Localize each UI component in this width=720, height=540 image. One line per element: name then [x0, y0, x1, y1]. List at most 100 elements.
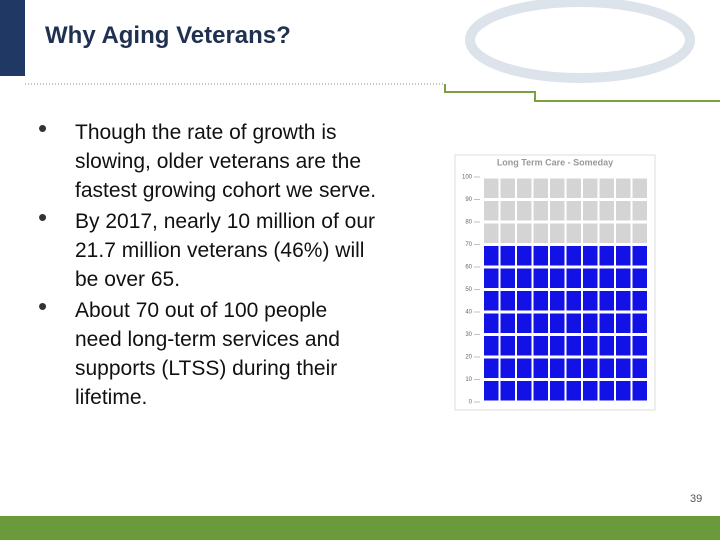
empty-cell [566, 223, 581, 243]
y-tick-label: 50 [465, 287, 472, 293]
y-tick-label: 90 [465, 197, 472, 203]
empty-cell [500, 223, 515, 243]
filled-cell [566, 246, 581, 266]
empty-cell [533, 201, 548, 221]
empty-cell [517, 223, 532, 243]
filled-cell [632, 336, 647, 356]
filled-cell [583, 358, 598, 378]
empty-cell [500, 201, 515, 221]
filled-cell [484, 381, 499, 401]
filled-cell [616, 246, 631, 266]
filled-cell [583, 313, 598, 333]
filled-cell [533, 268, 548, 288]
filled-cell [500, 381, 515, 401]
empty-cell [566, 178, 581, 198]
empty-cell [632, 178, 647, 198]
filled-cell [517, 291, 532, 311]
filled-cell [583, 268, 598, 288]
filled-cell [484, 246, 499, 266]
filled-cell [599, 291, 614, 311]
filled-cell [484, 336, 499, 356]
filled-cell [599, 246, 614, 266]
filled-cell [616, 381, 631, 401]
logo-swirl [465, 0, 695, 83]
filled-cell [550, 358, 565, 378]
filled-cell [517, 358, 532, 378]
empty-cell [616, 223, 631, 243]
filled-cell [599, 313, 614, 333]
empty-cell [599, 178, 614, 198]
filled-cell [632, 313, 647, 333]
filled-cell [517, 246, 532, 266]
filled-cell [599, 381, 614, 401]
filled-cell [533, 313, 548, 333]
filled-cell [500, 336, 515, 356]
filled-cell [484, 291, 499, 311]
filled-cell [566, 358, 581, 378]
empty-cell [599, 201, 614, 221]
filled-cell [566, 291, 581, 311]
empty-cell [533, 178, 548, 198]
empty-cell [517, 178, 532, 198]
filled-cell [550, 268, 565, 288]
filled-cell [517, 381, 532, 401]
header-bracket [444, 84, 720, 102]
filled-cell [484, 313, 499, 333]
empty-cell [583, 201, 598, 221]
filled-cell [616, 358, 631, 378]
footer-bar [0, 516, 720, 540]
waffle-chart: Long Term Care - Someday 0 10 20 30 40 50 60 70… [462, 157, 647, 406]
filled-cell [616, 268, 631, 288]
filled-cell [533, 336, 548, 356]
empty-cell [632, 223, 647, 243]
filled-cell [550, 313, 565, 333]
filled-cell [583, 246, 598, 266]
empty-cell [583, 178, 598, 198]
filled-cell [533, 358, 548, 378]
empty-cell [550, 201, 565, 221]
filled-cell [616, 291, 631, 311]
y-tick-label: 0 [469, 400, 473, 406]
y-tick-label: 80 [465, 220, 472, 226]
y-tick-label: 10 [465, 377, 472, 383]
filled-cell [616, 313, 631, 333]
slide-title: Why Aging Veterans? [45, 22, 291, 49]
filled-cell [500, 313, 515, 333]
y-tick-label: 60 [465, 265, 472, 271]
filled-cell [517, 336, 532, 356]
filled-cell [500, 358, 515, 378]
empty-cell [632, 201, 647, 221]
y-tick-label: 100 [462, 175, 473, 181]
filled-cell [484, 358, 499, 378]
empty-cell [616, 201, 631, 221]
filled-cell [583, 291, 598, 311]
y-tick-label: 70 [465, 242, 472, 248]
empty-cell [550, 178, 565, 198]
filled-cell [566, 336, 581, 356]
y-tick-label: 30 [465, 332, 472, 338]
filled-cell [566, 268, 581, 288]
filled-cell [550, 291, 565, 311]
empty-cell [484, 223, 499, 243]
filled-cell [533, 381, 548, 401]
empty-cell [616, 178, 631, 198]
filled-cell [632, 268, 647, 288]
filled-cell [599, 336, 614, 356]
filled-cell [500, 268, 515, 288]
filled-cell [533, 246, 548, 266]
filled-cell [566, 381, 581, 401]
bullet: Though the rate of growth is slowing, ol… [38, 114, 378, 205]
filled-cell [599, 358, 614, 378]
filled-cell [550, 381, 565, 401]
filled-cell [599, 268, 614, 288]
filled-cell [533, 291, 548, 311]
y-tick-label: 40 [465, 310, 472, 316]
filled-cell [583, 381, 598, 401]
filled-cell [550, 246, 565, 266]
empty-cell [583, 223, 598, 243]
empty-cell [517, 201, 532, 221]
page-number: 39 [690, 493, 703, 505]
filled-cell [632, 358, 647, 378]
